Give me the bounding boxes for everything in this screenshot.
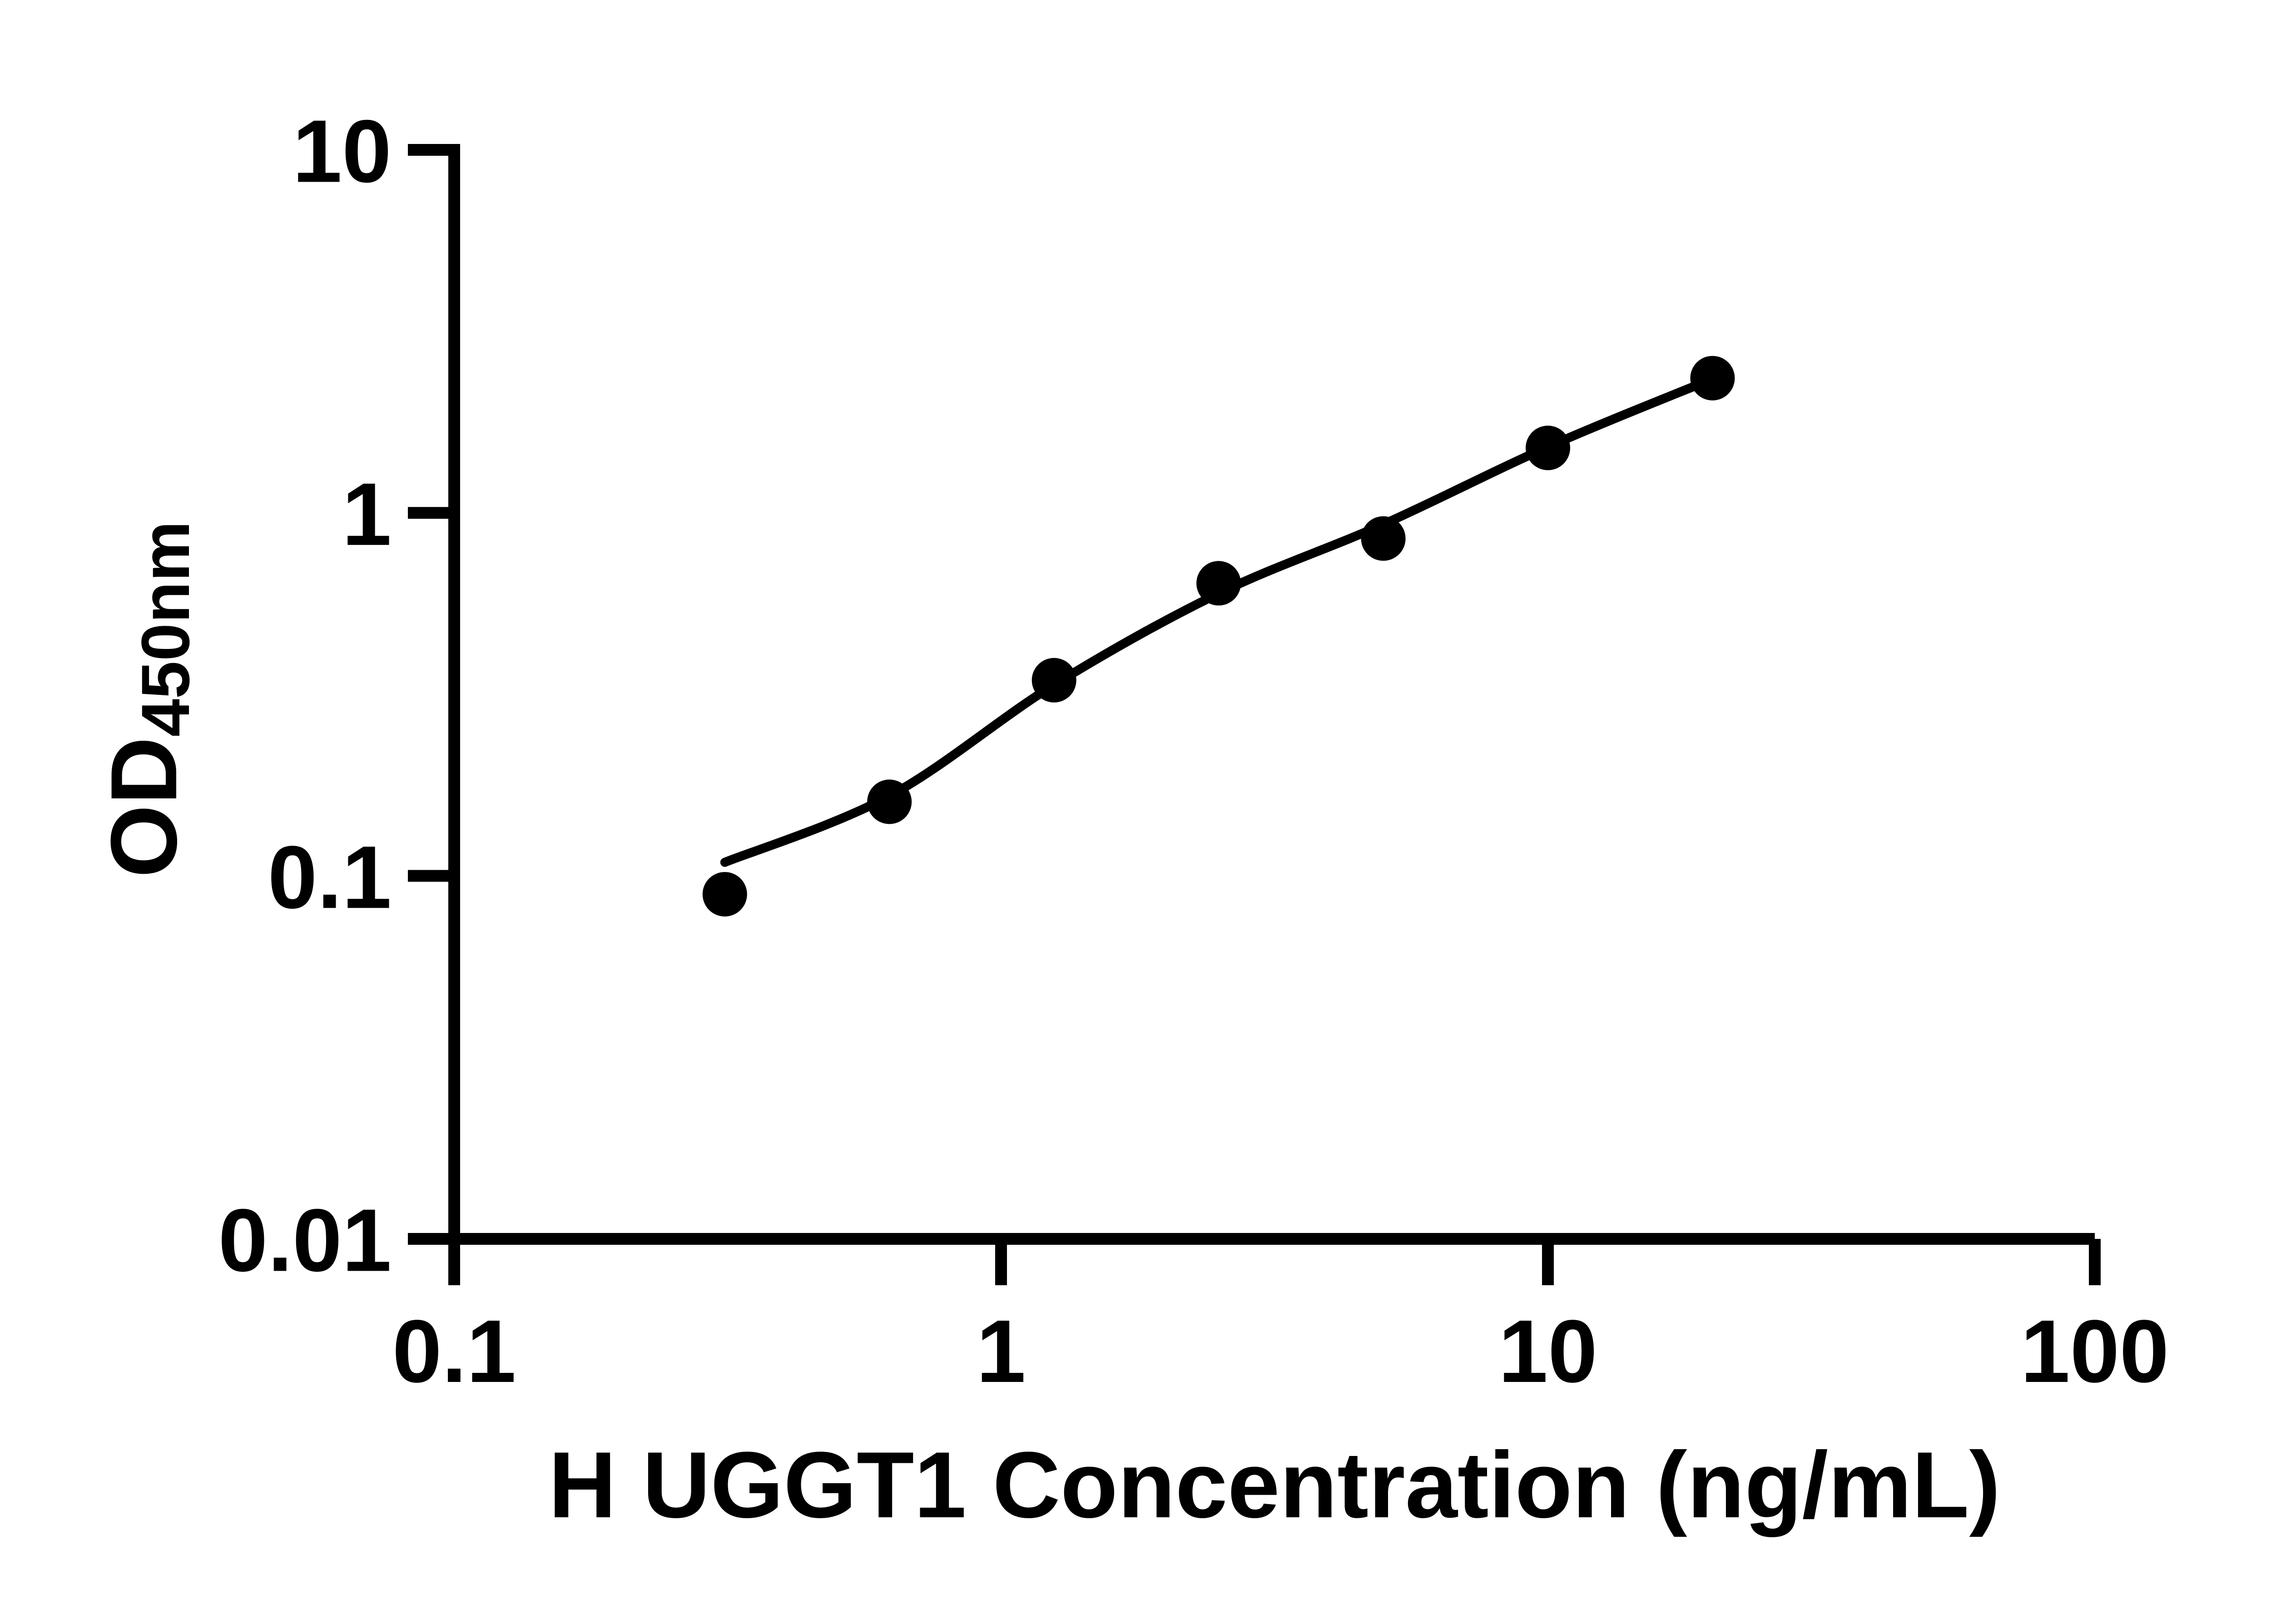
y-axis-title: OD450nm: [91, 521, 203, 878]
x-tick-label: 10: [1498, 1302, 1597, 1401]
y-tick-label: 0.01: [218, 1191, 392, 1290]
y-axis: 10 1 0.1 0.01: [218, 102, 460, 1290]
y-tick-label: 1: [342, 465, 392, 564]
y-axis-ticks: [408, 144, 454, 1245]
data-point: [867, 779, 912, 824]
data-point-series: [702, 356, 1735, 917]
data-point: [702, 872, 747, 917]
data-point: [1196, 561, 1241, 606]
y-tick-label: 0.1: [268, 827, 392, 927]
y-tick-label: 10: [293, 102, 392, 201]
x-axis-tick-labels: 0.1 1 10 100: [392, 1302, 2169, 1401]
data-point: [1361, 516, 1406, 561]
x-tick-label: 100: [2020, 1302, 2169, 1401]
y-axis-title-subscript: 450nm: [127, 521, 203, 737]
x-axis-ticks: [448, 1239, 2101, 1285]
x-tick-label: 0.1: [392, 1302, 516, 1401]
x-axis-title: H UGGT1 Concentration (ng/mL): [549, 1432, 2001, 1537]
x-axis: 0.1 1 10 100: [392, 1233, 2169, 1401]
data-point: [1526, 426, 1570, 470]
y-axis-tick-labels: 10 1 0.1 0.01: [218, 102, 392, 1290]
data-point: [1031, 658, 1076, 703]
y-axis-title-base: OD: [91, 737, 196, 878]
x-tick-label: 1: [976, 1302, 1026, 1401]
data-point: [1690, 356, 1735, 401]
